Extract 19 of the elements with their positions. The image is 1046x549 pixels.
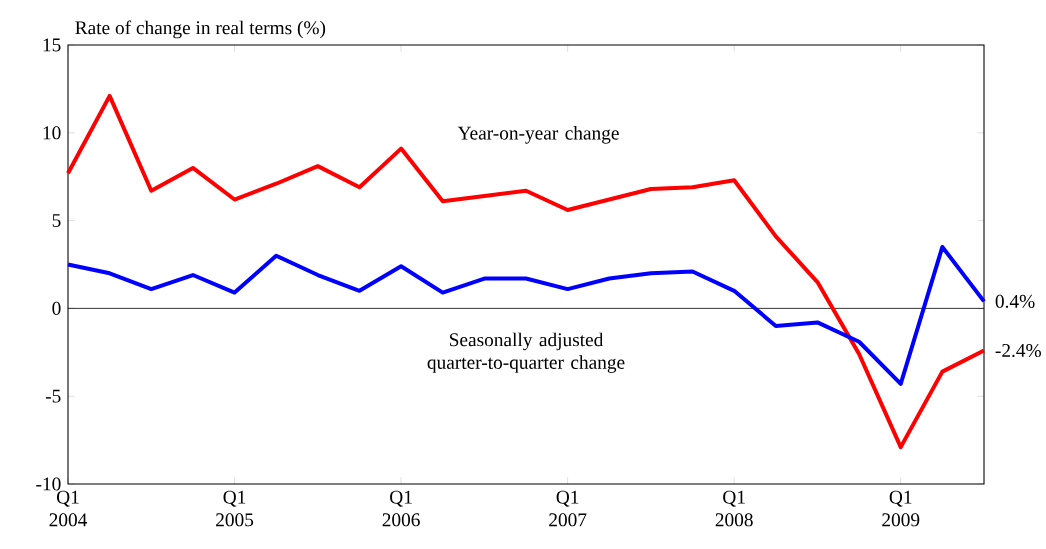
x-tick-label: Q1 2006 — [382, 490, 420, 527]
y-tick-label: 10 — [43, 126, 61, 140]
x-tick-label: Q1 2005 — [216, 490, 254, 527]
text: Year-on-year change — [457, 126, 619, 144]
y-tick-label: -10 — [36, 477, 61, 491]
data-label: -2.4% — [995, 343, 1041, 358]
x-tick-label: Q1 2007 — [549, 490, 587, 527]
line-series — [66, 93, 986, 450]
x-tick-label: Q1 2009 — [882, 490, 920, 527]
y-axis-title: Rate of change in real terms (%) — [75, 20, 326, 39]
y-tick-label: 0 — [52, 301, 61, 315]
x-tick-label: Q1 2008 — [715, 490, 753, 527]
line-series — [66, 244, 986, 386]
text: Seasonally adjusted quarter-to-quarter change — [427, 332, 625, 373]
y-tick-label: -5 — [45, 389, 61, 403]
y-tick-label: 5 — [52, 214, 61, 228]
data-label: 0.4% — [995, 294, 1035, 308]
y-tick-label: 15 — [43, 38, 61, 52]
x-tick-label: Q1 2004 — [49, 490, 88, 527]
